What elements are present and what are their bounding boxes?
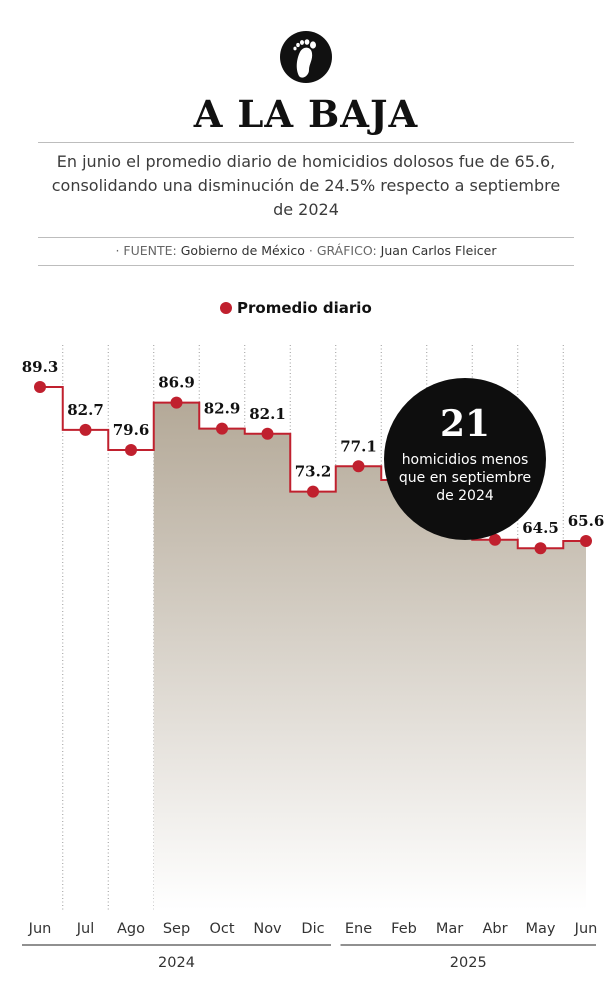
value-label: 73.2 bbox=[295, 463, 332, 481]
value-label: 64.5 bbox=[522, 519, 559, 537]
divider bbox=[38, 142, 574, 143]
data-point bbox=[352, 460, 365, 473]
value-label: 65.6 bbox=[568, 512, 605, 530]
month-label: Ago bbox=[117, 921, 145, 937]
month-label: Jun bbox=[28, 921, 52, 937]
source-prefix: · FUENTE: bbox=[115, 243, 177, 258]
divider bbox=[38, 265, 574, 266]
month-label: Mar bbox=[436, 921, 463, 937]
callout-number: 21 bbox=[439, 403, 491, 445]
data-point bbox=[216, 422, 228, 435]
value-label: 82.1 bbox=[249, 405, 286, 423]
data-point bbox=[534, 542, 547, 555]
shaded-area bbox=[153, 402, 586, 910]
callout-circle: 21 homicidios menos que en septiembre de… bbox=[384, 378, 546, 540]
data-point bbox=[79, 423, 92, 436]
chart-title: A LA BAJA bbox=[193, 92, 419, 136]
source-line: · FUENTE: Gobierno de México · GRÁFICO: … bbox=[0, 243, 612, 258]
value-label: 82.9 bbox=[204, 400, 241, 418]
value-label: 77.1 bbox=[340, 437, 377, 455]
callout-text: homicidios menos que en septiembre de 20… bbox=[398, 452, 532, 504]
month-label: Jun bbox=[574, 921, 598, 937]
legend-label: Promedio diario bbox=[237, 299, 372, 317]
footprint-icon bbox=[279, 30, 333, 84]
data-point bbox=[580, 535, 592, 548]
legend-marker bbox=[220, 302, 232, 314]
data-point bbox=[34, 381, 46, 393]
data-point bbox=[125, 444, 137, 457]
chart-subtitle: En junio el promedio diario de homicidio… bbox=[51, 152, 561, 219]
chart-credit-value: Juan Carlos Fleicer bbox=[380, 243, 497, 258]
data-point bbox=[170, 396, 183, 409]
month-label: Sep bbox=[163, 921, 190, 937]
chart-credit-prefix: · GRÁFICO: bbox=[308, 243, 377, 258]
month-label: May bbox=[526, 921, 556, 937]
divider bbox=[38, 237, 574, 238]
month-label: Jul bbox=[76, 921, 95, 937]
source-value: Gobierno de México bbox=[180, 243, 305, 258]
value-label: 82.7 bbox=[67, 401, 104, 419]
data-point bbox=[307, 485, 319, 498]
x-axis: Jun Jul Ago Sep Oct Nov Dic Ene Feb Mar Abr May Jun 2… bbox=[22, 921, 597, 971]
month-label: Ene bbox=[345, 921, 372, 937]
year-label: 2024 bbox=[158, 955, 195, 971]
data-point bbox=[261, 427, 274, 440]
month-label: Feb bbox=[391, 921, 417, 937]
month-label: Dic bbox=[301, 921, 324, 937]
month-label: Nov bbox=[253, 921, 282, 937]
value-label: 79.6 bbox=[113, 421, 150, 439]
month-label: Abr bbox=[482, 921, 507, 937]
legend: Promedio diario bbox=[220, 299, 372, 317]
data-point bbox=[489, 533, 501, 546]
month-label: Oct bbox=[209, 921, 234, 937]
year-label: 2025 bbox=[450, 955, 487, 971]
value-label: 86.9 bbox=[158, 374, 195, 392]
value-label: 89.3 bbox=[22, 358, 59, 376]
